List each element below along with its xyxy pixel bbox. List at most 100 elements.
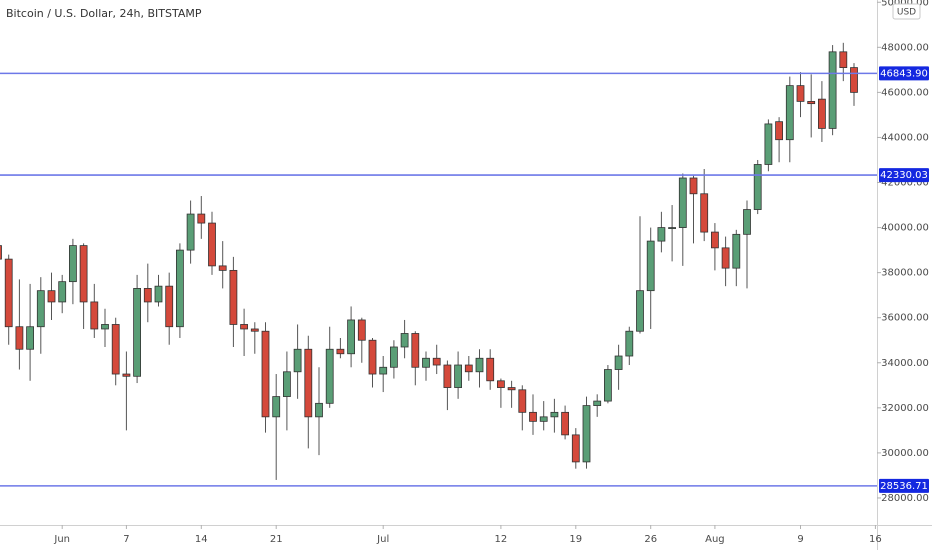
candle-body [15,326,24,350]
candle-body [764,123,773,165]
candle-body [90,301,99,330]
x-tick-label: 7 [123,534,129,545]
candle-body [721,247,730,269]
x-tick-label: Jul [376,534,389,545]
candle-body [69,245,77,283]
candle-body [240,324,249,330]
candle-body [711,231,719,249]
candle-body [496,380,505,388]
candle-body [443,364,452,388]
candle-body [0,245,2,260]
level-label: 42330.03 [880,170,928,181]
candle-body [753,164,762,210]
candle-body [165,285,174,328]
candle-body [593,400,602,406]
x-tick-label: 19 [569,534,582,545]
currency: USD [897,8,916,18]
candle-body [454,364,463,388]
candle-body [828,51,837,129]
candle-body [689,177,698,195]
candle-body [550,411,559,418]
candle-body [47,290,56,303]
candle-body [101,324,109,330]
candle-body [732,233,741,269]
candle-body [582,405,591,463]
candle-body [357,319,366,341]
chart-title: Bitcoin / U.S. Dollar, 24h, BITSTAMP [6,7,202,20]
candle-body [539,416,548,422]
candle-body [368,339,377,375]
candle-body [282,371,291,397]
candle-body [122,373,131,377]
y-tick-label: 32000.00 [881,403,929,414]
candle-body [678,177,687,228]
level-tag [879,66,929,81]
candle-body [818,98,826,129]
candle-body [261,330,270,418]
candle-body [775,121,783,141]
candle-body [422,357,430,368]
y-tick-label: 38000.00 [881,268,929,279]
level-label: 28536.71 [880,481,928,492]
candle-body [657,227,666,242]
levels: 46843.90 42330.03 28536.71 [0,66,929,493]
candle-body [507,387,516,391]
candle-body [518,389,527,413]
candle-body [475,357,484,373]
candle-body [604,369,612,402]
candle-body [668,227,676,229]
candle-body [379,366,388,375]
level-tag [879,478,929,493]
candle-body [464,364,473,373]
x-tick-label: 26 [644,534,657,545]
candle-body [315,402,323,418]
candle-body [175,249,184,328]
candle-body [850,67,858,93]
candle-body [208,222,216,267]
x-tick-label: 16 [869,534,882,545]
candle-body [561,411,569,436]
candle-body [807,100,816,105]
candle-body [218,265,227,271]
candle-body [743,209,751,235]
candle-body [111,324,120,375]
y-tick-label: 40000.00 [881,223,929,234]
candle-body [4,258,13,328]
x-tick-label: 14 [195,534,208,545]
currency-box [892,3,921,20]
candle-body [347,319,356,355]
y-ticks: 28000.00 30000.00 32000.00 34000.00 36000.00… [877,0,929,504]
x-tick-label: 12 [495,534,508,545]
candle-body [614,355,623,370]
candle-body [250,328,259,332]
y-tick-label: 30000.00 [881,448,929,459]
y-tick-label: 34000.00 [881,358,929,369]
candle-body [304,348,313,418]
candle-body [646,240,655,292]
candle-body [336,348,345,355]
level-tag [879,168,929,183]
x-tick-label: 21 [270,534,283,545]
candle-body [486,357,495,382]
y-tick-label: 36000.00 [881,313,929,324]
candle-body [785,85,794,141]
candle-body [197,213,206,224]
candle-body [400,333,409,348]
y-tick-label: 28000.00 [881,493,929,504]
candle-body [636,290,644,332]
x-ticks: Jun 7 14 21 Jul 12 19 26 Aug 9 16 [53,525,882,545]
candle-body [625,330,634,357]
candle-body [432,357,441,366]
level-label: 46843.90 [880,68,928,79]
candle-body [529,411,537,422]
y-tick-label: 42000.00 [881,178,929,189]
x-tick-label: 9 [797,534,803,545]
candle-body [700,193,709,233]
candle-body [389,346,398,368]
y-tick-label: 46000.00 [881,87,929,98]
candles [0,42,858,480]
candle-body [293,348,302,373]
candle-body [411,333,420,368]
